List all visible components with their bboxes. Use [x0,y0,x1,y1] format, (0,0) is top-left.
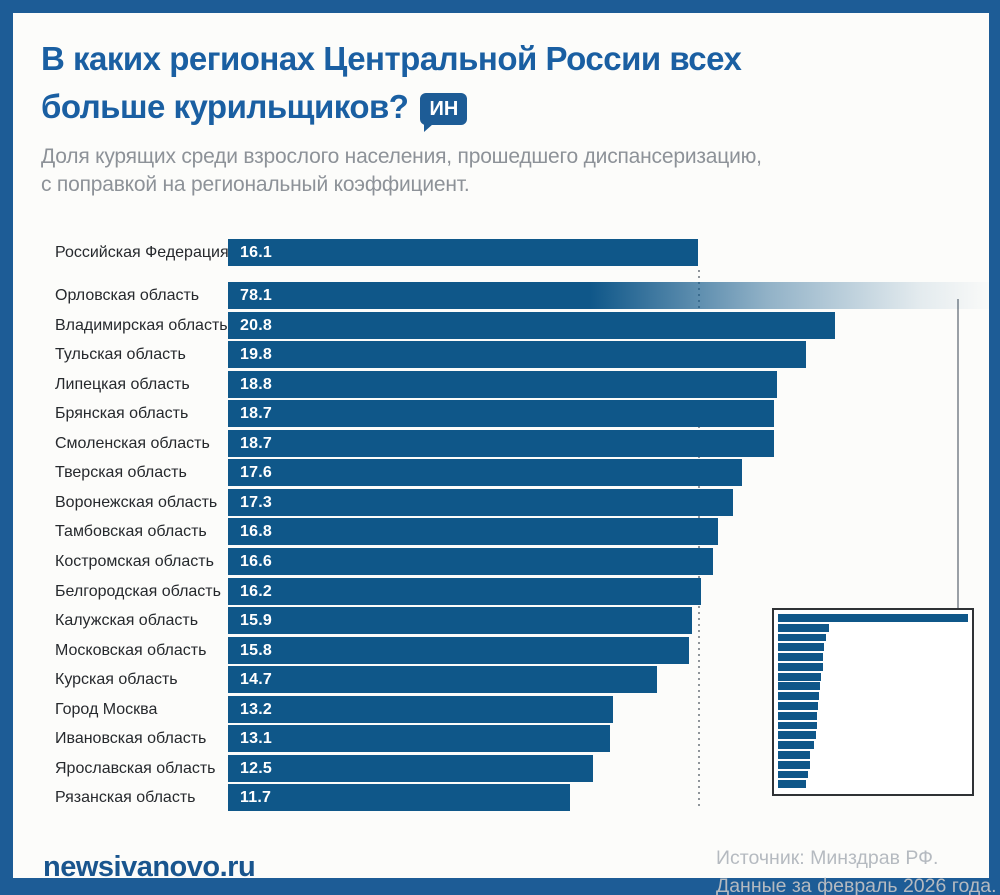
region-label-reference: Российская Федерация [55,244,229,261]
subtitle-line-2: с поправкой на региональный коэффициент. [41,173,470,196]
region-label-2: Тульская область [55,346,186,364]
region-label-14: Город Москва [55,700,158,718]
region-label-10: Белгородская область [55,582,221,600]
inset-connector-line [957,299,959,608]
bar-value-4: 18.7 [240,405,272,423]
bar-value-17: 11.7 [240,789,272,807]
bar-chart: Российская Федерация 16.1 Орловская област… [13,13,998,878]
bar-12: 15.8 [228,636,689,664]
bar-value-9: 16.6 [240,552,272,570]
inset-bar-10 [778,711,817,720]
title-line-2-text: больше курильщиков? [41,88,409,125]
bar-value-14: 13.2 [240,700,272,718]
bar-10: 16.2 [228,577,701,605]
region-label-3: Липецкая область [55,375,190,393]
speech-bubble-badge: ИН [420,93,468,132]
true-scale-inset-chart [772,608,974,796]
site-logo: newsivanovo.ru [43,851,256,883]
inset-bar-7 [778,682,820,691]
region-label-11: Калужская область [55,612,199,630]
bar-value-0: 78.1 [240,287,272,304]
inset-bar-1 [778,623,829,632]
inset-bar-15 [778,760,810,769]
subtitle-line-1: Доля курящих среди взрослого населения, … [41,145,762,168]
region-label-16: Ярославская область [55,759,216,777]
inset-bar-13 [778,741,814,750]
bar-1: 20.8 [228,311,835,339]
inset-bar-5 [778,662,823,671]
bar-value-6: 17.6 [240,464,272,482]
region-label-12: Московская область [55,641,207,659]
bar-value-15: 13.1 [240,730,272,748]
bar-5: 18.7 [228,429,774,457]
bar-4: 18.7 [228,400,774,428]
inset-bar-9 [778,702,818,710]
region-label-4: Брянская область [55,405,189,423]
bar-15: 13.1 [228,725,610,753]
bar-2: 19.8 [228,341,806,369]
bar-0: 78.1 [228,282,998,309]
bar-value-12: 15.8 [240,641,272,659]
inset-bar-2 [778,633,826,642]
bar-value-3: 18.8 [240,375,272,393]
page-title: В каких регионах Центральной России всех… [41,35,971,132]
bar-16: 12.5 [228,754,593,782]
title-line-1: В каких регионах Центральной России всех [41,40,742,77]
bar-11: 15.9 [228,607,692,635]
bar-value-10: 16.2 [240,582,272,600]
inset-bar-17 [778,780,806,789]
region-label-1: Владимирская область [55,316,228,334]
inset-bar-3 [778,643,824,652]
bar-value-8: 16.8 [240,523,272,541]
bar-13: 14.7 [228,666,657,694]
inset-bar-6 [778,672,821,681]
region-label-8: Тамбовская область [55,523,207,541]
bar-value-2: 19.8 [240,346,272,364]
badge-label: ИН [429,98,459,120]
inset-bar-16 [778,770,808,779]
bar-6: 17.6 [228,459,742,487]
bar-value-11: 15.9 [240,612,272,630]
region-label-5: Смоленская область [55,434,210,452]
inset-bar-14 [778,750,810,759]
region-label-17: Рязанская область [55,789,196,807]
bar-9: 16.6 [228,547,713,575]
region-label-6: Тверская область [55,464,187,482]
bar-value-reference: 16.1 [240,244,272,261]
inset-bar-8 [778,692,819,701]
region-label-0: Орловская область [55,287,200,304]
source-line-1: Источник: Минздрав РФ. [716,847,939,869]
bar-value-13: 14.7 [240,671,272,689]
inset-bar-12 [778,731,816,740]
region-label-9: Костромская область [55,552,214,570]
region-label-13: Курская область [55,671,178,689]
inset-bar-11 [778,721,817,730]
bar-7: 17.3 [228,488,733,516]
bar-value-5: 18.7 [240,434,272,452]
bar-value-1: 20.8 [240,316,272,334]
region-label-7: Воронежская область [55,493,218,511]
bar-3: 18.8 [228,370,777,398]
inset-bar-4 [778,653,823,662]
bar-value-16: 12.5 [240,759,272,777]
infographic-card: В каких регионах Центральной России всех… [13,13,998,895]
bar-14: 13.2 [228,695,613,723]
bar-17: 11.7 [228,784,570,812]
title-line-2: больше курильщиков? ИН [41,83,971,132]
source-line-2: Данные за февраль 2026 года. [716,875,997,895]
source-note: Источник: Минздрав РФ. Данные за февраль… [716,844,997,895]
region-label-15: Ивановская область [55,730,207,748]
bar-value-7: 17.3 [240,493,272,511]
bar-8: 16.8 [228,518,718,546]
inset-bar-0 [778,614,968,622]
chart-subtitle: Доля курящих среди взрослого населения, … [41,143,971,199]
bar-reference: 16.1 [228,239,698,266]
